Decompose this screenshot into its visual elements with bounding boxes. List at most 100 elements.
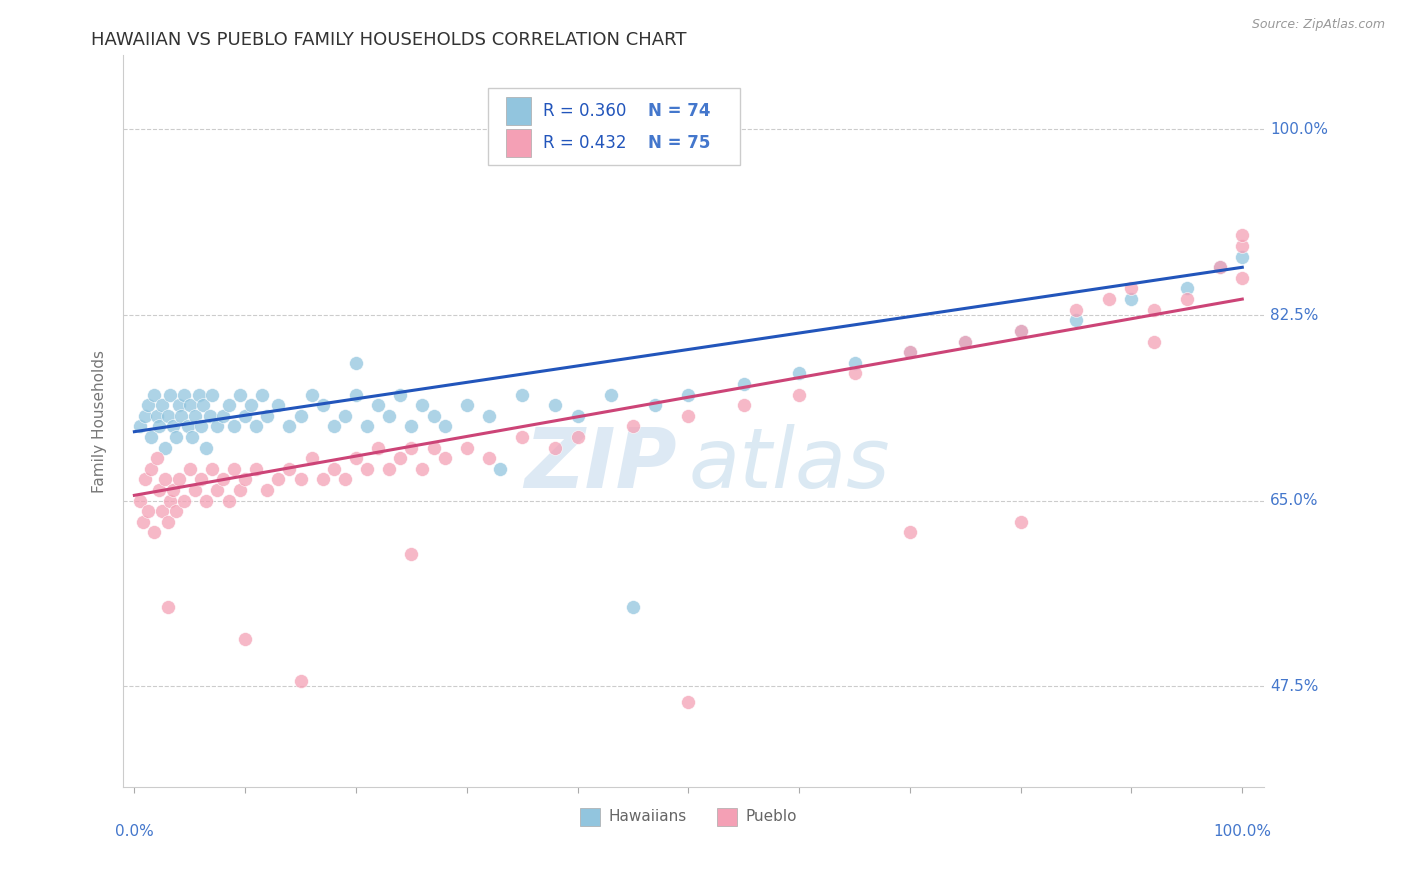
Point (184, 409, 207, 423)
Point (162, 419, 184, 434)
Point (456, 398, 478, 412)
Point (955, 334, 977, 349)
Point (422, 441, 444, 455)
Point (411, 462, 433, 476)
Point (134, 409, 156, 423)
Point (179, 398, 201, 412)
Point (156, 515, 179, 529)
Point (1010, 324, 1032, 338)
Point (155, 472, 177, 486)
Text: N = 74: N = 74 (648, 103, 710, 120)
Point (134, 472, 156, 486)
Text: R = 0.360: R = 0.360 (543, 103, 627, 120)
Point (145, 451, 167, 466)
Text: ZIP: ZIP (524, 425, 676, 506)
Point (787, 367, 810, 381)
Point (139, 430, 162, 444)
Point (129, 493, 152, 508)
Text: 82.5%: 82.5% (1270, 308, 1319, 323)
Point (733, 376, 755, 391)
Point (1010, 515, 1032, 529)
Point (678, 695, 700, 709)
Point (1232, 239, 1254, 253)
Point (195, 493, 218, 508)
Point (150, 504, 173, 518)
Point (489, 462, 512, 476)
Point (222, 419, 245, 434)
Point (312, 398, 335, 412)
FancyBboxPatch shape (506, 97, 530, 125)
Text: 0.0%: 0.0% (115, 824, 153, 839)
Point (195, 441, 218, 455)
Point (1098, 292, 1121, 306)
Point (136, 398, 159, 412)
Point (844, 367, 866, 381)
Point (187, 387, 209, 401)
FancyBboxPatch shape (579, 807, 600, 826)
Point (1175, 292, 1198, 306)
Point (132, 515, 155, 529)
Point (173, 493, 195, 508)
Point (207, 483, 229, 497)
FancyBboxPatch shape (488, 88, 740, 165)
Point (787, 387, 810, 401)
Point (159, 387, 181, 401)
Point (170, 409, 193, 423)
Point (150, 398, 173, 412)
Y-axis label: Family Households: Family Households (93, 350, 107, 492)
Point (301, 451, 323, 466)
Point (250, 387, 273, 401)
Text: Source: ZipAtlas.com: Source: ZipAtlas.com (1251, 18, 1385, 31)
Point (898, 345, 921, 359)
Point (567, 409, 589, 423)
Point (333, 472, 356, 486)
Point (156, 409, 179, 423)
Point (207, 419, 229, 434)
Point (678, 387, 700, 401)
Point (301, 387, 323, 401)
Point (567, 430, 589, 444)
Point (278, 419, 301, 434)
Point (139, 462, 162, 476)
Point (422, 409, 444, 423)
Point (898, 525, 921, 540)
Point (212, 472, 235, 486)
FancyBboxPatch shape (506, 129, 530, 157)
Point (1209, 260, 1232, 275)
Point (401, 547, 423, 561)
Point (378, 462, 401, 476)
Point (218, 398, 240, 412)
Point (411, 398, 433, 412)
Point (478, 409, 501, 423)
Point (166, 504, 188, 518)
Point (167, 472, 190, 486)
Text: Pueblo: Pueblo (745, 809, 797, 824)
Point (1209, 260, 1232, 275)
Text: HAWAIIAN VS PUEBLO FAMILY HOUSEHOLDS CORRELATION CHART: HAWAIIAN VS PUEBLO FAMILY HOUSEHOLDS COR… (91, 31, 688, 49)
Point (143, 525, 166, 540)
Point (245, 462, 267, 476)
Point (176, 419, 198, 434)
Point (198, 409, 221, 423)
Point (1232, 271, 1254, 285)
Point (233, 409, 256, 423)
Point (1010, 324, 1032, 338)
Point (356, 419, 378, 434)
Point (1121, 281, 1143, 295)
Point (159, 493, 181, 508)
Point (378, 409, 401, 423)
FancyBboxPatch shape (717, 807, 737, 826)
Point (290, 673, 312, 688)
Point (267, 398, 290, 412)
Point (190, 472, 212, 486)
Point (267, 472, 290, 486)
Point (1232, 228, 1254, 243)
Point (173, 387, 195, 401)
Point (433, 451, 456, 466)
Point (1143, 334, 1166, 349)
Point (190, 419, 212, 434)
Point (344, 387, 367, 401)
Point (184, 483, 207, 497)
Point (148, 419, 170, 434)
Point (245, 419, 267, 434)
